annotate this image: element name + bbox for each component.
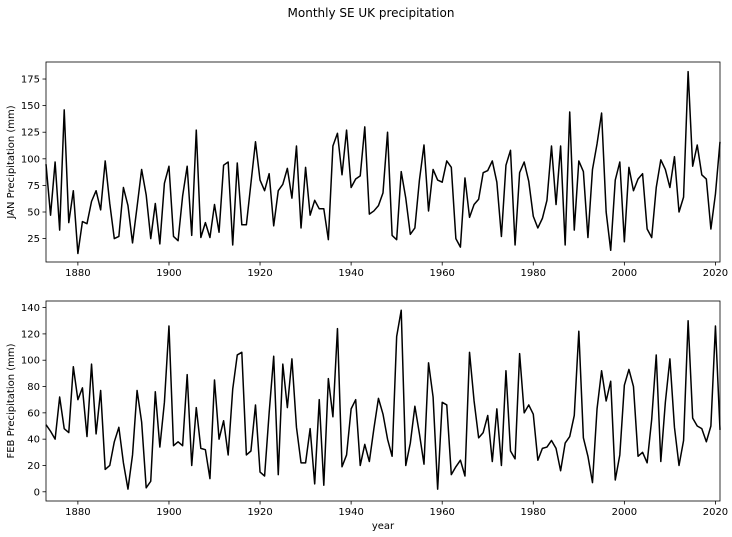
y-axis-label: FEB Precipitation (mm) <box>6 343 17 458</box>
y-tick-label: 50 <box>27 208 40 219</box>
x-tick-label: 1920 <box>247 507 272 518</box>
x-axis-ticks: 1880 1900 1920 1940 1960 1980 2000 2020 <box>65 501 728 518</box>
x-tick-label: 1900 <box>156 507 181 518</box>
x-tick-label: 1980 <box>521 507 546 518</box>
y-axis-ticks: 0 20 40 60 80 100 120 140 <box>21 303 46 498</box>
x-tick-label: 1880 <box>65 268 90 279</box>
figure-title: Monthly SE UK precipitation <box>288 6 455 20</box>
x-tick-label: 1960 <box>429 268 454 279</box>
x-tick-label: 2020 <box>703 268 728 279</box>
series-line <box>45 70 721 255</box>
x-axis-ticks: 1880 1900 1920 1940 1960 1980 2000 2020 <box>65 262 728 279</box>
y-axis-ticks: 25 50 75 100 125 150 175 <box>21 75 46 245</box>
y-tick-label: 140 <box>21 303 40 314</box>
plot-frame <box>45 300 721 502</box>
y-tick-label: 40 <box>27 435 40 446</box>
y-tick-label: 150 <box>21 101 40 112</box>
x-tick-label: 2000 <box>612 268 637 279</box>
x-tick-label: 1880 <box>65 507 90 518</box>
x-tick-label: 2000 <box>612 507 637 518</box>
panels: 1880 1900 1920 1940 1960 1980 2000 2020 25 50 75 10… <box>6 61 728 532</box>
x-tick-label: 1900 <box>156 268 181 279</box>
x-axis-label: year <box>372 521 395 532</box>
series-line <box>45 309 721 490</box>
x-tick-label: 1980 <box>521 268 546 279</box>
y-tick-label: 175 <box>21 75 40 86</box>
y-tick-label: 20 <box>27 461 40 472</box>
x-tick-label: 1940 <box>338 507 363 518</box>
y-tick-label: 25 <box>27 234 40 245</box>
y-tick-label: 60 <box>27 408 40 419</box>
y-tick-label: 125 <box>21 128 40 139</box>
y-axis-label: JAN Precipitation (mm) <box>6 105 17 219</box>
y-tick-label: 80 <box>27 382 40 393</box>
y-tick-label: 75 <box>27 181 40 192</box>
x-tick-label: 1920 <box>247 268 272 279</box>
plot-frame <box>45 61 721 263</box>
y-tick-label: 0 <box>34 487 40 498</box>
y-tick-label: 120 <box>21 329 40 340</box>
chart-panel-2: 1880 1900 1920 1940 1960 1980 2000 2020 0 20 40 60 8… <box>6 300 728 532</box>
y-tick-label: 100 <box>21 356 40 367</box>
chart-panel-1: 1880 1900 1920 1940 1960 1980 2000 2020 25 50 75 10… <box>6 61 728 279</box>
x-tick-label: 1940 <box>338 268 363 279</box>
y-tick-label: 100 <box>21 154 40 165</box>
x-tick-label: 1960 <box>429 507 454 518</box>
x-tick-label: 2020 <box>703 507 728 518</box>
